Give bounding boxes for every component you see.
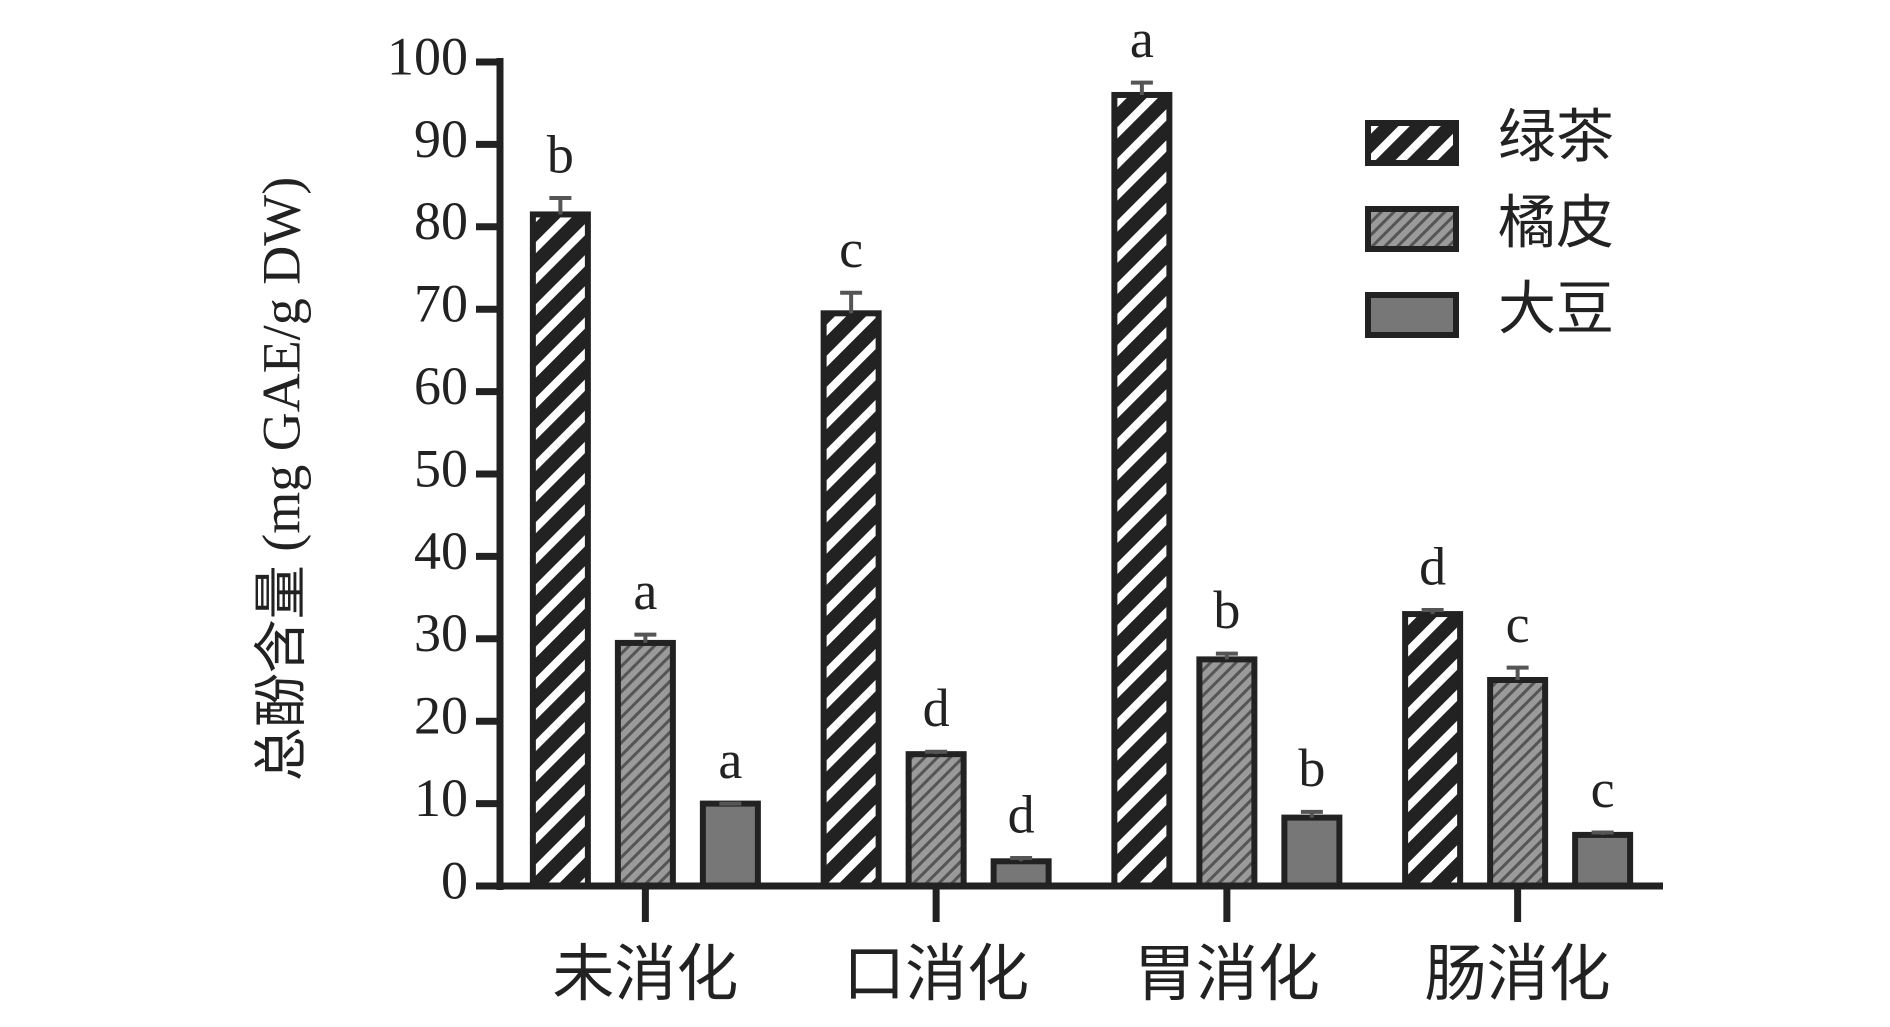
significance-label: d xyxy=(1419,536,1446,596)
significance-label: d xyxy=(923,678,950,738)
y-tick-label: 60 xyxy=(414,356,468,416)
legend-label: 橘皮 xyxy=(1498,190,1614,255)
legend-label: 绿茶 xyxy=(1498,104,1614,169)
y-tick-label: 30 xyxy=(414,603,468,663)
error-bar xyxy=(549,195,572,215)
legend-label: 大豆 xyxy=(1498,276,1614,341)
y-tick-label: 80 xyxy=(414,191,468,251)
significance-label: a xyxy=(1130,9,1154,69)
y-tick-label: 90 xyxy=(414,109,468,169)
y-tick-label: 40 xyxy=(414,521,468,581)
error-bar xyxy=(925,749,948,755)
error-bar xyxy=(1215,651,1238,660)
significance-label: a xyxy=(718,730,742,790)
significance-label: c xyxy=(1506,594,1530,654)
significance-label: b xyxy=(1298,738,1325,798)
bar xyxy=(990,858,1052,890)
bar xyxy=(529,211,591,889)
bar xyxy=(1402,611,1464,890)
x-tick-label: 胃消化 xyxy=(1134,941,1320,1009)
y-tick-label: 70 xyxy=(414,274,468,334)
legend-swatch xyxy=(1365,206,1459,252)
significance-label: a xyxy=(633,561,657,621)
bar xyxy=(1572,831,1634,889)
bar xyxy=(1281,814,1343,889)
bar xyxy=(1111,91,1173,889)
bar xyxy=(1196,656,1258,890)
y-tick-label: 10 xyxy=(414,768,468,828)
error-bar xyxy=(840,290,863,314)
error-bar xyxy=(634,632,657,643)
y-tick-label: 100 xyxy=(387,26,468,86)
error-bar xyxy=(1506,665,1529,680)
error-bar xyxy=(1010,855,1033,862)
significance-label: d xyxy=(1008,784,1035,844)
y-tick-label: 20 xyxy=(414,686,468,746)
error-bar xyxy=(1130,80,1153,95)
error-bar xyxy=(1591,830,1614,835)
bar xyxy=(614,639,676,889)
significance-label: c xyxy=(1591,759,1615,819)
significance-label: c xyxy=(839,219,863,279)
bar xyxy=(905,751,967,889)
bar xyxy=(820,310,882,889)
legend-swatch xyxy=(1365,292,1459,338)
legend-swatch xyxy=(1365,120,1459,166)
bar xyxy=(1487,677,1549,889)
x-tick-label: 口消化 xyxy=(843,941,1029,1009)
bar xyxy=(699,800,761,889)
y-axis-label: 总酚含量 (mg GAE/g DW) xyxy=(251,177,311,781)
error-bar xyxy=(1300,809,1323,818)
significance-label: b xyxy=(547,124,574,184)
x-tick-label: 肠消化 xyxy=(1425,941,1611,1009)
x-tick-label: 未消化 xyxy=(552,941,738,1009)
y-tick-label: 50 xyxy=(414,438,468,498)
error-bar xyxy=(1421,607,1444,615)
y-tick-label: 0 xyxy=(441,850,468,910)
significance-label: b xyxy=(1213,580,1240,640)
